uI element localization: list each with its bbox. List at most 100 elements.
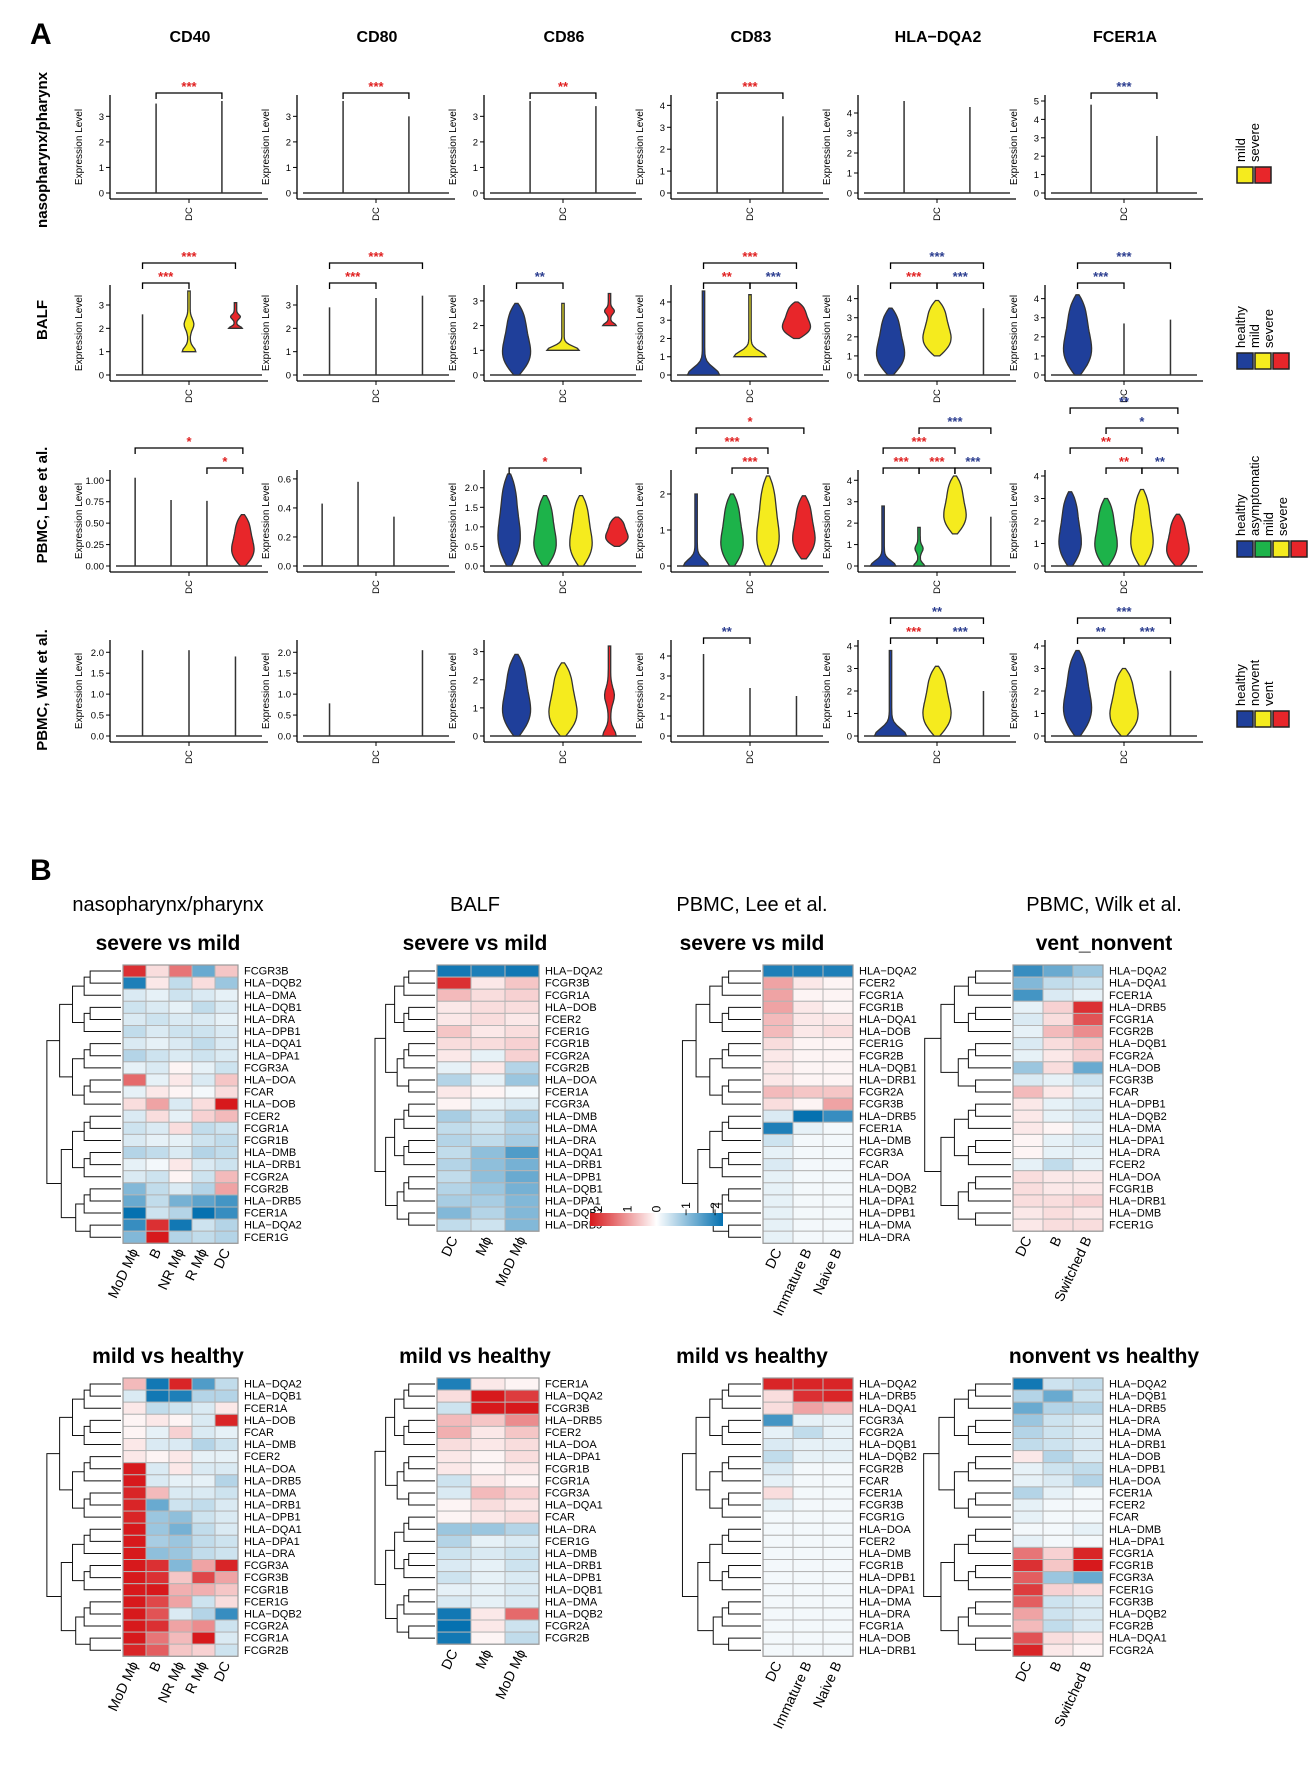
heatmap-row-label: FCGR3B — [1109, 1075, 1154, 1087]
dendrogram-branch — [89, 1188, 121, 1202]
dendrogram-branch — [72, 1543, 85, 1582]
x-tick-label: DC — [558, 580, 569, 594]
heatmap-cell — [168, 1182, 193, 1196]
heatmap-cell — [1042, 1546, 1074, 1561]
heatmap-row-label: HLA−DMA — [859, 1220, 912, 1232]
heatmap-cell — [792, 1085, 824, 1099]
heatmap-cell — [191, 1133, 216, 1148]
dataset-title: PBMC, Lee et al. — [676, 894, 827, 916]
violin — [1166, 513, 1190, 567]
y-tick-label: 2 — [847, 519, 852, 530]
heatmap-row-label: HLA−DMB — [1109, 1208, 1161, 1220]
heatmap-cell — [1072, 1425, 1104, 1440]
heatmap-row-label: HLA−DPB1 — [859, 1208, 916, 1220]
dendrogram-branch — [709, 1398, 723, 1436]
legend-swatch — [1254, 352, 1272, 370]
heatmap-cell — [822, 1438, 854, 1452]
heatmap-row-label: HLA−DMA — [1109, 1123, 1162, 1135]
heatmap-cell — [470, 1486, 506, 1500]
heatmap-border — [122, 964, 239, 1244]
heatmap-cell — [1012, 1377, 1044, 1391]
heatmap-cell — [191, 976, 216, 990]
violin — [501, 653, 532, 737]
legend-label: severe — [1247, 123, 1262, 162]
dendrogram-branch — [957, 1191, 976, 1220]
violin — [231, 513, 255, 567]
heatmap-cell — [191, 1534, 216, 1548]
heatmap-cell — [1042, 1522, 1074, 1536]
heatmap-row-label: FCER2 — [244, 1111, 280, 1123]
heatmap-cell — [145, 1462, 170, 1476]
colorbar-label: 0 — [650, 1205, 664, 1212]
heatmap-cell — [504, 1194, 540, 1208]
dendrogram-branch — [924, 1037, 941, 1172]
dendrogram — [681, 1383, 761, 1651]
heatmap-cell — [762, 1643, 794, 1657]
heatmap-cell — [436, 1377, 472, 1391]
y-tick-label: 2 — [286, 324, 291, 335]
violin-plot: Expression Level 0 1 2 3 4 DC *** *** *** — [822, 249, 1016, 403]
dendrogram-branch — [957, 1058, 976, 1087]
heatmap-row-label: FCGR1A — [859, 990, 904, 1002]
significance-bracket — [1069, 407, 1179, 414]
y-tick-label: 4 — [847, 476, 852, 487]
heatmap-cell — [822, 988, 854, 1002]
legend-label: nonvent — [1247, 659, 1262, 706]
legend: healthy mild severe — [1233, 306, 1290, 370]
heatmap-row-label: HLA−DQB1 — [545, 1584, 603, 1596]
heatmap-cell — [822, 1450, 854, 1464]
heatmap-cell — [504, 1559, 540, 1573]
y-tick-label: 5 — [1034, 97, 1039, 108]
dendrogram-branch — [89, 1115, 121, 1129]
heatmap-row-label: FCER2 — [1109, 1159, 1145, 1171]
heatmap-cell — [145, 1037, 170, 1051]
heatmap-cell — [1012, 1534, 1044, 1548]
heatmap-row-label: FCGR2A — [545, 1050, 590, 1062]
heatmap-cell — [1012, 1146, 1044, 1160]
y-tick-label: 3 — [286, 301, 291, 312]
heatmap-cell — [191, 1619, 216, 1633]
heatmap-border — [762, 1377, 854, 1657]
heatmap-row-label: HLA−DOA — [859, 1524, 911, 1536]
dendrogram-branch — [394, 1531, 404, 1570]
heatmap-cell — [504, 1450, 540, 1464]
significance-bracket — [206, 467, 244, 474]
legend-swatch — [1254, 166, 1272, 184]
violin — [720, 493, 744, 567]
heatmap-cell — [191, 1462, 216, 1476]
heatmap-cell — [504, 1438, 540, 1452]
heatmap-cell — [168, 1377, 193, 1391]
dendrogram-branch — [695, 1416, 710, 1491]
violin-plot: Expression Level 0 1 2 3 4 DC *** — [635, 79, 829, 221]
heatmap-row-label: HLA−DOA — [1109, 1475, 1161, 1487]
heatmap-row-label: FCGR1A — [859, 1621, 904, 1633]
significance-stars: *** — [929, 454, 945, 469]
heatmap-cell — [191, 1146, 216, 1160]
heatmap-cell — [214, 1206, 239, 1220]
violin-plot: Expression Level 0 1 2 3 DC *** — [74, 79, 268, 221]
dendrogram-branch — [60, 1562, 76, 1632]
y-axis-label: Expression Level — [448, 483, 459, 559]
heatmap-row-label: FCER2 — [1109, 1500, 1145, 1512]
heatmap-cell — [436, 1462, 472, 1476]
violin-plot: Expression Level 0.0 0.2 0.4 0.6 DC — [261, 470, 455, 594]
heatmap-cell — [762, 1121, 794, 1135]
heatmap-cell — [504, 1474, 540, 1488]
significance-bracket — [889, 262, 985, 269]
y-tick-label: 2 — [660, 490, 665, 501]
heatmap-cell — [792, 1522, 824, 1536]
heatmap-col-label: B — [146, 1246, 164, 1261]
dendrogram-branch — [975, 1103, 1011, 1117]
heatmap-row-label: HLA−DQA1 — [859, 1403, 917, 1415]
dendrogram-branch — [728, 1188, 761, 1202]
heatmap-cell — [145, 1182, 170, 1196]
heatmap-cell — [1012, 1498, 1044, 1512]
violin-plot: Expression Level 0 1 2 3 DC *** — [261, 79, 455, 221]
dendrogram-branch — [408, 1492, 435, 1506]
heatmap-cell — [122, 1510, 147, 1524]
heatmap-row-label: HLA−DQA2 — [545, 966, 603, 978]
y-tick-label: 1 — [1034, 709, 1039, 720]
significance-stars: *** — [947, 414, 963, 429]
